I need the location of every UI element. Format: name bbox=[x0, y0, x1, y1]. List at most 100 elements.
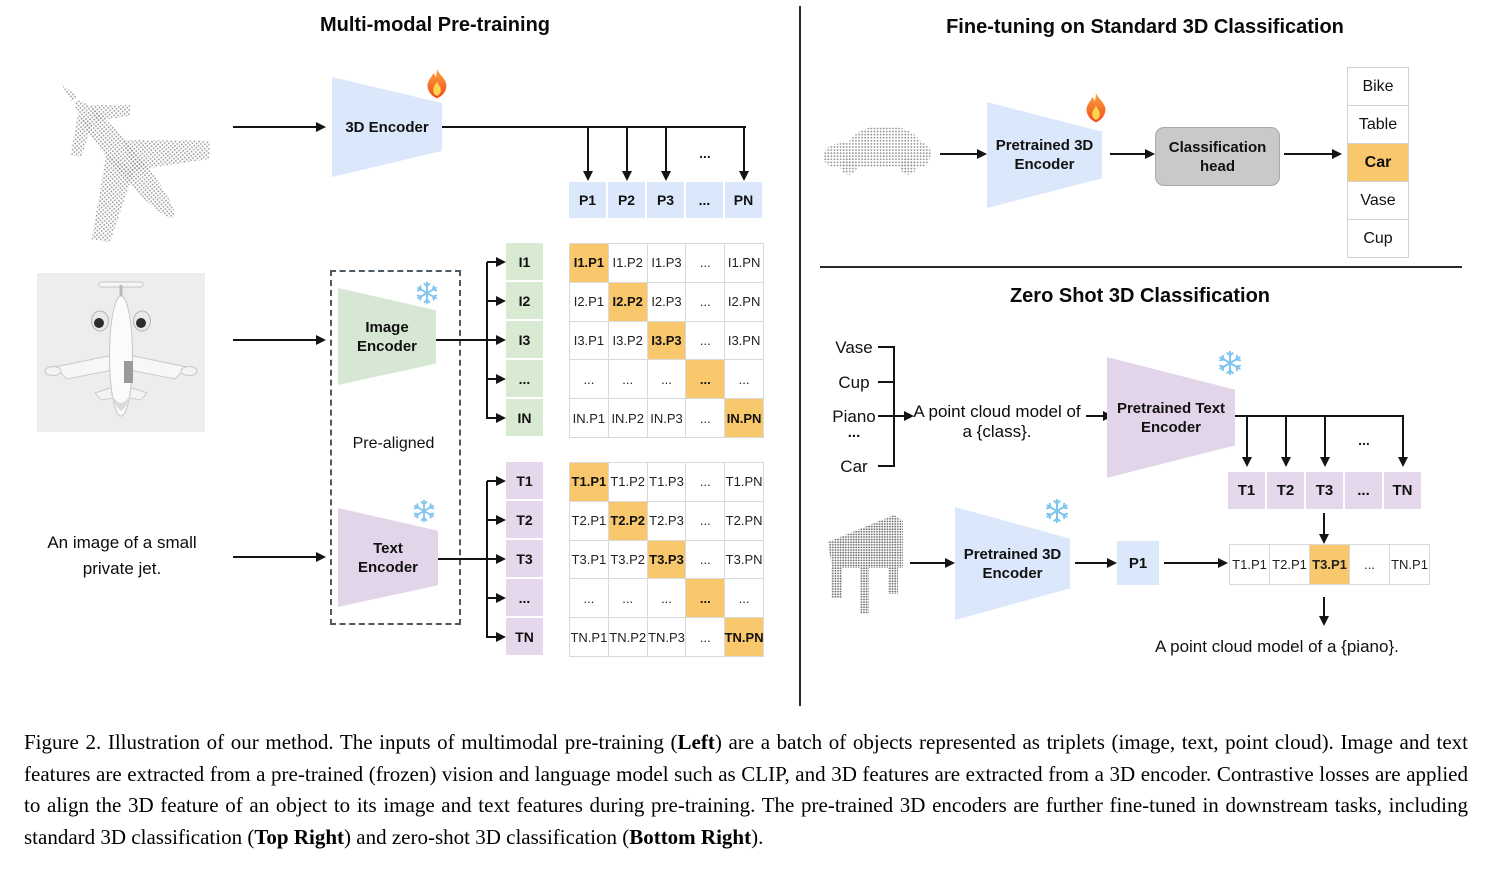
prompt-class-vase: Vase bbox=[835, 338, 873, 357]
bracket-tick-vase bbox=[878, 346, 894, 348]
caption-segment: Figure 2. Illustration of our method. Th… bbox=[24, 730, 678, 754]
arrow-scores-to-result bbox=[1323, 597, 1325, 617]
class-list: Bike Table Car Vase Cup bbox=[1347, 67, 1409, 258]
image-matrix-cell: I1.P3 bbox=[647, 244, 686, 282]
similarity-cell: T2.P1 bbox=[1269, 544, 1310, 585]
image-label-cell: I2 bbox=[506, 282, 543, 319]
class-cell: Bike bbox=[1347, 67, 1409, 106]
text-matrix-cell: T2.P1 bbox=[570, 501, 608, 540]
arrow-pointcloud-to-3d-encoder bbox=[233, 126, 317, 128]
section-divider-horizontal bbox=[820, 266, 1462, 268]
arrow-to-t-dots bbox=[487, 597, 497, 599]
pretrained-3d-encoder-line2: Encoder bbox=[1014, 156, 1075, 173]
arrow-to-i-dots bbox=[487, 378, 497, 380]
text-label-cell: T1 bbox=[506, 462, 543, 499]
image-encoder-label-line2: Encoder bbox=[356, 337, 417, 355]
fire-icon bbox=[424, 68, 450, 100]
text-matrix-cell: ... bbox=[608, 579, 647, 618]
image-matrix-cell: ... bbox=[686, 321, 725, 360]
image-label-cell: IN bbox=[506, 399, 543, 436]
arrow-classes-to-prompt bbox=[878, 415, 905, 417]
image-row-labels: I1 I2 I3... IN bbox=[506, 243, 543, 436]
text-label-cell: T2 bbox=[506, 501, 543, 538]
car-point-cloud bbox=[824, 127, 931, 175]
text-matrix-cell: ... bbox=[647, 579, 686, 618]
arrow-to-p2 bbox=[626, 127, 628, 172]
prompt-line1: A point cloud model of bbox=[913, 402, 1081, 421]
figure-caption: Figure 2. Illustration of our method. Th… bbox=[24, 727, 1468, 853]
text-encoder-label-line2: Encoder bbox=[357, 558, 418, 576]
arrow-to-t1-zs bbox=[1246, 416, 1248, 458]
similarity-cell: T3.P1 bbox=[1309, 544, 1350, 585]
image-logits-matrix: I1.P1 I1.P2 I1.P3... I1.PN I2.P1 I2.P2 I2.P3..… bbox=[569, 243, 764, 438]
arrow-to-pn bbox=[743, 127, 745, 172]
arrow-car-to-encoder bbox=[940, 153, 978, 155]
image-matrix-cell: ... bbox=[647, 360, 686, 399]
piano-point-cloud bbox=[828, 515, 903, 614]
arrow-encoder-to-p1-zs bbox=[1075, 562, 1108, 564]
t-embedding-cell: T2 bbox=[1267, 472, 1304, 509]
text-matrix-cell: T1.P3 bbox=[647, 463, 686, 501]
text-input-line1: An image of a small bbox=[47, 533, 197, 552]
pretrained-text-encoder-line2: Encoder bbox=[1140, 418, 1201, 436]
text-matrix-cell: T3.P3 bbox=[647, 540, 686, 579]
text-label-cell: ... bbox=[506, 579, 543, 616]
p1-embedding-box: P1 bbox=[1117, 541, 1159, 585]
image-matrix-cell: I2.P1 bbox=[570, 282, 608, 321]
text-matrix-cell: ... bbox=[686, 618, 725, 656]
arrow-to-tn-zs bbox=[1402, 416, 1404, 458]
prompt-class-ellipsis: ... bbox=[847, 424, 861, 441]
pretrained-3d-encoder-zs-line2: Encoder bbox=[982, 564, 1043, 582]
text-matrix-cell: ... bbox=[686, 501, 725, 540]
image-matrix-cell: I3.P2 bbox=[608, 321, 647, 360]
image-label-cell: I1 bbox=[506, 243, 543, 280]
text-matrix-cell: TN.P2 bbox=[608, 618, 647, 656]
airplane-photo bbox=[37, 273, 205, 432]
image-matrix-cell: ... bbox=[686, 360, 725, 399]
t-embedding-cell: TN bbox=[1384, 472, 1421, 509]
3d-encoder-label: 3D Encoder bbox=[345, 118, 429, 136]
arrow-to-i1 bbox=[487, 261, 497, 263]
class-cell: Car bbox=[1347, 143, 1409, 182]
arrow-text-to-text-encoder bbox=[233, 556, 317, 558]
pre-aligned-box bbox=[330, 270, 461, 625]
image-matrix-cell: I3.P3 bbox=[647, 321, 686, 360]
classification-head: Classification head bbox=[1155, 127, 1280, 186]
text-matrix-cell: T2.P3 bbox=[647, 501, 686, 540]
text-matrix-cell: ... bbox=[570, 579, 608, 618]
prompt-template-text: A point cloud model of a {class}. bbox=[908, 402, 1086, 442]
image-label-cell: I3 bbox=[506, 321, 543, 358]
finetune-title: Fine-tuning on Standard 3D Classificatio… bbox=[946, 16, 1344, 38]
image-matrix-cell: I3.P1 bbox=[570, 321, 608, 360]
prompt-class-piano: Piano bbox=[832, 407, 876, 426]
image-matrix-cell: I1.P2 bbox=[608, 244, 647, 282]
image-matrix-cell: IN.P1 bbox=[570, 399, 608, 437]
text-matrix-cell: TN.PN bbox=[725, 618, 764, 656]
p-embedding-cell: P1 bbox=[569, 182, 606, 218]
text-matrix-cell: ... bbox=[725, 579, 763, 618]
prompt-class-cup: Cup bbox=[838, 373, 870, 392]
p-embedding-cell: P2 bbox=[608, 182, 645, 218]
text-input-caption: An image of a small private jet. bbox=[10, 530, 234, 582]
zeroshot-title: Zero Shot 3D Classification bbox=[1009, 285, 1271, 307]
image-matrix-cell: I3.PN bbox=[725, 321, 763, 360]
fire-icon bbox=[1083, 92, 1109, 124]
text-logits-matrix: T1.P1 T1.P2 T1.P3... T1.PN T2.P1 T2.P2 T2.P3..… bbox=[569, 462, 764, 657]
snowflake-icon bbox=[1216, 349, 1244, 377]
text-matrix-cell: T2.PN bbox=[725, 501, 763, 540]
text-encoder-output-line-zs bbox=[1235, 415, 1404, 417]
image-matrix-cell: I2.PN bbox=[725, 282, 763, 321]
text-matrix-cell: T1.P2 bbox=[608, 463, 647, 501]
section-divider-vertical bbox=[799, 6, 801, 706]
p-embedding-cell: P3 bbox=[647, 182, 684, 218]
text-matrix-cell: T2.P2 bbox=[608, 501, 647, 540]
arrow-piano-to-encoder bbox=[910, 562, 946, 564]
text-matrix-cell: TN.P1 bbox=[570, 618, 608, 656]
similarity-cell: TN.P1 bbox=[1389, 544, 1430, 585]
arrow-to-t2-zs bbox=[1285, 416, 1287, 458]
caption-segment: ). bbox=[751, 824, 764, 849]
text-matrix-cell: T3.P2 bbox=[608, 540, 647, 579]
pretrained-3d-encoder-zs-line1: Pretrained 3D bbox=[963, 545, 1062, 563]
classification-head-line1: Classification bbox=[1168, 138, 1267, 156]
